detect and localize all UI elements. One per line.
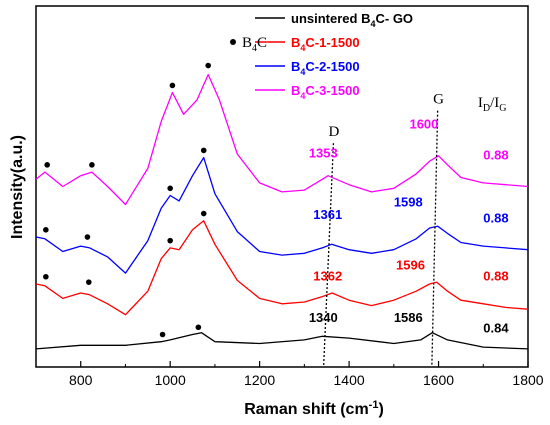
b4c-marker <box>167 185 173 192</box>
legend-label: B4C-1-1500 <box>291 35 360 53</box>
b4c-marker <box>200 147 207 154</box>
series-line-b4c-2-1500 <box>35 156 529 274</box>
b4c-marker <box>167 237 173 244</box>
b4c-markers <box>43 62 211 338</box>
b4c-marker <box>205 62 211 69</box>
peak-value-label: 0.88 <box>483 211 508 226</box>
band-guides: D G ID/IG <box>322 91 507 368</box>
b4c-marker <box>44 162 50 168</box>
b4c-marker <box>169 82 176 89</box>
plot-frame <box>35 5 529 368</box>
series-line-b4c-1-1500 <box>35 220 529 316</box>
x-axis-title-main: Raman shift (cm <box>244 401 368 418</box>
peak-value-label: 1362 <box>313 268 342 283</box>
intensity-ratio-header: ID/IG <box>478 95 507 114</box>
x-axis-title: Raman shift (cm-1) <box>244 399 384 418</box>
x-tick-label: 1400 <box>334 372 365 388</box>
d-band-guide <box>322 143 335 368</box>
peak-value-label: 0.84 <box>483 321 509 336</box>
peak-value-label: 1340 <box>309 310 338 325</box>
b4c-marker <box>200 210 207 217</box>
legend-marker-label: B4C <box>242 35 267 54</box>
y-axis-title: Intensity(a.u.) <box>9 135 26 239</box>
peak-value-label: 1596 <box>396 258 425 273</box>
peak-labels: 1340 1586 0.84 1362 1596 0.88 1361 1598 0.88 1353… <box>309 117 510 336</box>
peak-value-label: 1586 <box>394 310 423 325</box>
b4c-marker <box>43 273 49 280</box>
x-tick-label: 800 <box>69 372 93 388</box>
legend-label: B4C-2-1500 <box>291 59 360 77</box>
g-band-label: G <box>433 91 444 107</box>
legend-label: B4C-3-1500 <box>291 83 360 101</box>
b4c-marker <box>85 279 92 285</box>
legend-label: unsintered B4C- GO <box>291 11 413 29</box>
b4c-marker <box>195 324 202 331</box>
peak-value-label: 0.88 <box>483 268 508 283</box>
series-line-b4c-3-1500 <box>35 73 529 206</box>
peak-value-label: 1353 <box>309 146 338 161</box>
b4c-marker <box>159 331 166 338</box>
legend: unsintered B4C- GO B4C-1-1500 B4C-2-1500 B4… <box>230 11 413 101</box>
b4c-marker <box>84 234 91 240</box>
b4c-marker <box>89 162 95 168</box>
x-tick-label: 1000 <box>155 372 186 388</box>
legend-marker-dot <box>230 39 236 45</box>
series-line-unsintered-b4c-go <box>35 332 529 350</box>
x-axis-title-sup: -1 <box>369 399 379 411</box>
x-axis-title-close: ) <box>378 401 383 418</box>
x-axis-ticks: 800 1000 1200 1400 1600 1800 <box>35 361 544 388</box>
d-band-label: D <box>328 124 339 140</box>
peak-value-label: 0.88 <box>483 147 508 162</box>
x-tick-label: 1200 <box>244 372 275 388</box>
x-tick-label: 1800 <box>512 372 543 388</box>
peak-value-label: 1600 <box>409 117 438 132</box>
peak-value-label: 1598 <box>394 194 423 209</box>
g-band-guide <box>431 110 439 368</box>
x-tick-label: 1600 <box>423 372 454 388</box>
peak-value-label: 1361 <box>313 207 342 222</box>
b4c-marker <box>43 227 49 233</box>
series-lines <box>35 73 529 350</box>
